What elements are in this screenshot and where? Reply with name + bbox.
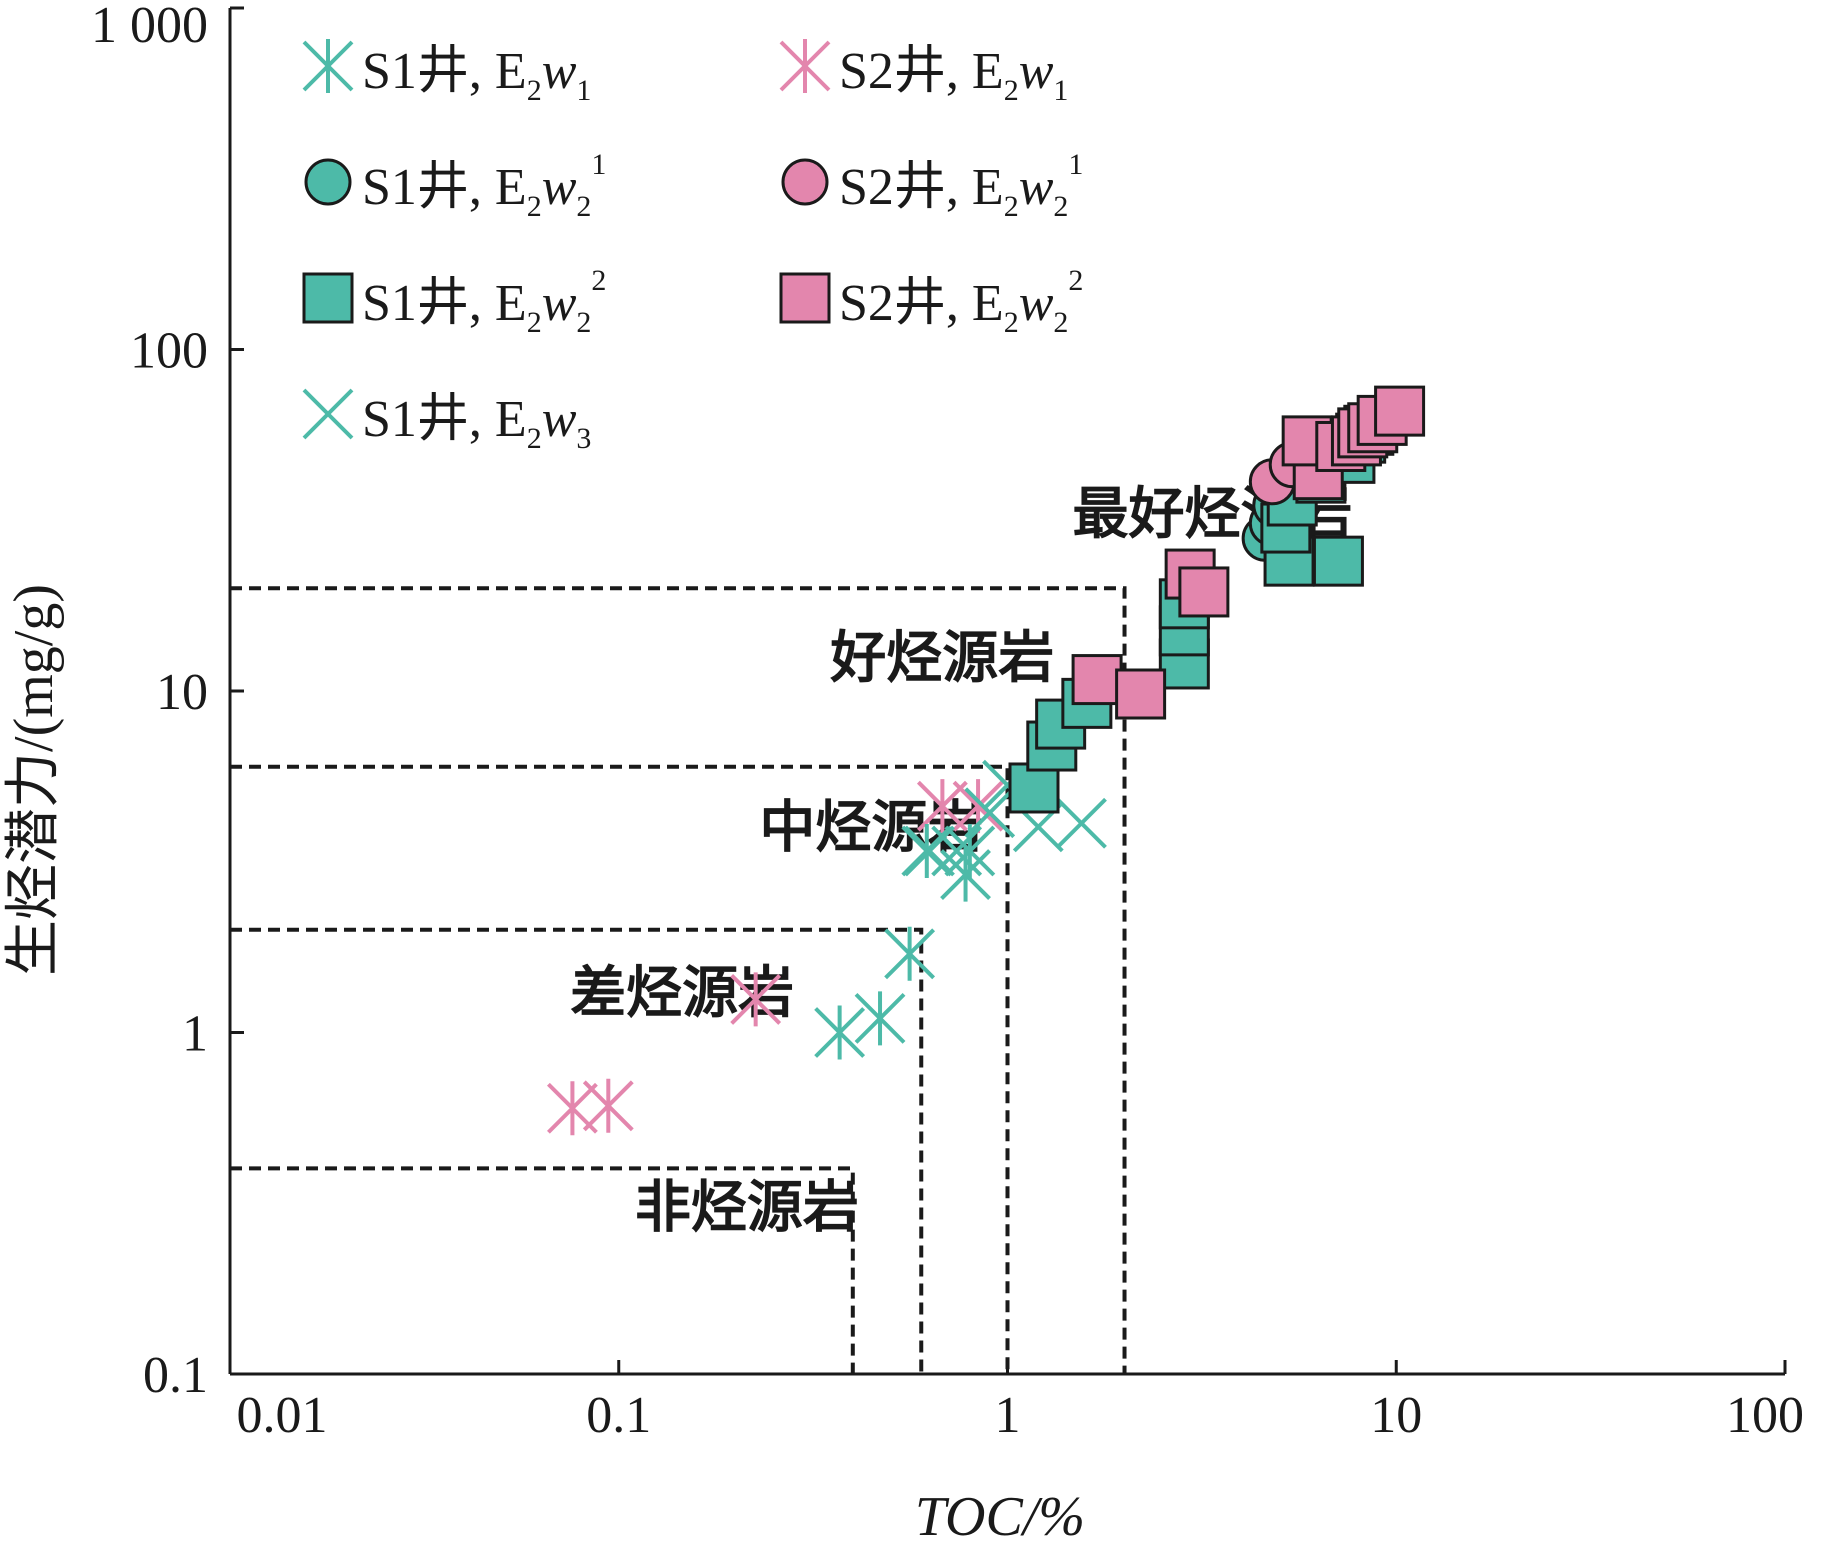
x-tick-label: 10: [1370, 1387, 1422, 1444]
data-point: [730, 972, 782, 1027]
y-axis-title: 生烃潜力/(mg/g): [3, 584, 65, 976]
legend-item: S1井, E2w21: [304, 148, 606, 223]
data-point: [582, 1078, 634, 1133]
zone-boundary: [230, 764, 1010, 1374]
legend-item: S1井, E2w3: [302, 388, 591, 455]
zone-boundary: [230, 586, 1127, 1374]
y-tick-label: 0.1: [143, 1347, 208, 1404]
x-tick-label: 0.1: [586, 1387, 651, 1444]
legend-marker: [302, 272, 354, 324]
legend-marker: [302, 388, 354, 440]
y-tick-label: 1: [182, 1006, 208, 1063]
data-point: [1115, 668, 1167, 720]
legend-marker: [304, 158, 352, 206]
legend-item: S2井, E2w22: [779, 264, 1083, 339]
data-point: [1374, 385, 1426, 437]
x-tick-label: 100: [1726, 1387, 1804, 1444]
legend-label: S2井, E2w22: [839, 264, 1083, 339]
legend-label: S1井, E2w1: [362, 43, 591, 107]
legend-marker: [779, 39, 831, 93]
y-tick-label: 100: [130, 323, 208, 380]
data-point: [904, 825, 955, 877]
data-point: [1056, 797, 1107, 849]
x-tick-label: 1: [995, 1387, 1021, 1444]
x-axis-title: TOC/%: [915, 1486, 1085, 1547]
legend-item: S2井, E2w1: [779, 39, 1068, 107]
legend-item: S2井, E2w21: [781, 148, 1083, 223]
data-point: [814, 1005, 866, 1060]
legend-label: S1井, E2w3: [362, 391, 591, 455]
y-tick-label: 10: [156, 664, 208, 721]
axes: 0.01 0.1 1 10 100 0.1 1 10 100 1 000: [91, 0, 1804, 1444]
legend-item: S1井, E2w22: [302, 264, 606, 339]
legend-marker: [302, 39, 354, 93]
data-point: [854, 991, 906, 1046]
legend-marker: [779, 272, 831, 324]
data-point: [916, 779, 968, 834]
data-point: [931, 825, 983, 877]
zone-label: 好烃源岩: [829, 628, 1054, 690]
legend-label: S2井, E2w1: [839, 43, 1068, 107]
legend-label: S1井, E2w22: [362, 264, 606, 339]
data-point: [1312, 535, 1364, 587]
data-point: [1008, 762, 1060, 814]
x-tick-label: 0.01: [237, 1387, 328, 1444]
y-tick-label: 1 000: [91, 0, 208, 54]
legend-label: S1井, E2w21: [362, 148, 606, 223]
data-points: [547, 385, 1426, 1136]
data-point: [964, 787, 1016, 839]
legend: S1井, E2w1 S1井, E2w21 S1井, E2w22 S1井, E2w3 S2…: [302, 39, 1083, 455]
legend-marker: [781, 158, 829, 206]
legend-item: S1井, E2w1: [302, 39, 591, 107]
legend-label: S2井, E2w21: [839, 148, 1083, 223]
zone-label: 非烃源岩: [635, 1178, 859, 1240]
data-point: [1178, 566, 1230, 618]
data-point: [884, 926, 936, 981]
data-point: [1071, 654, 1123, 706]
zone-boundary: [230, 927, 924, 1374]
